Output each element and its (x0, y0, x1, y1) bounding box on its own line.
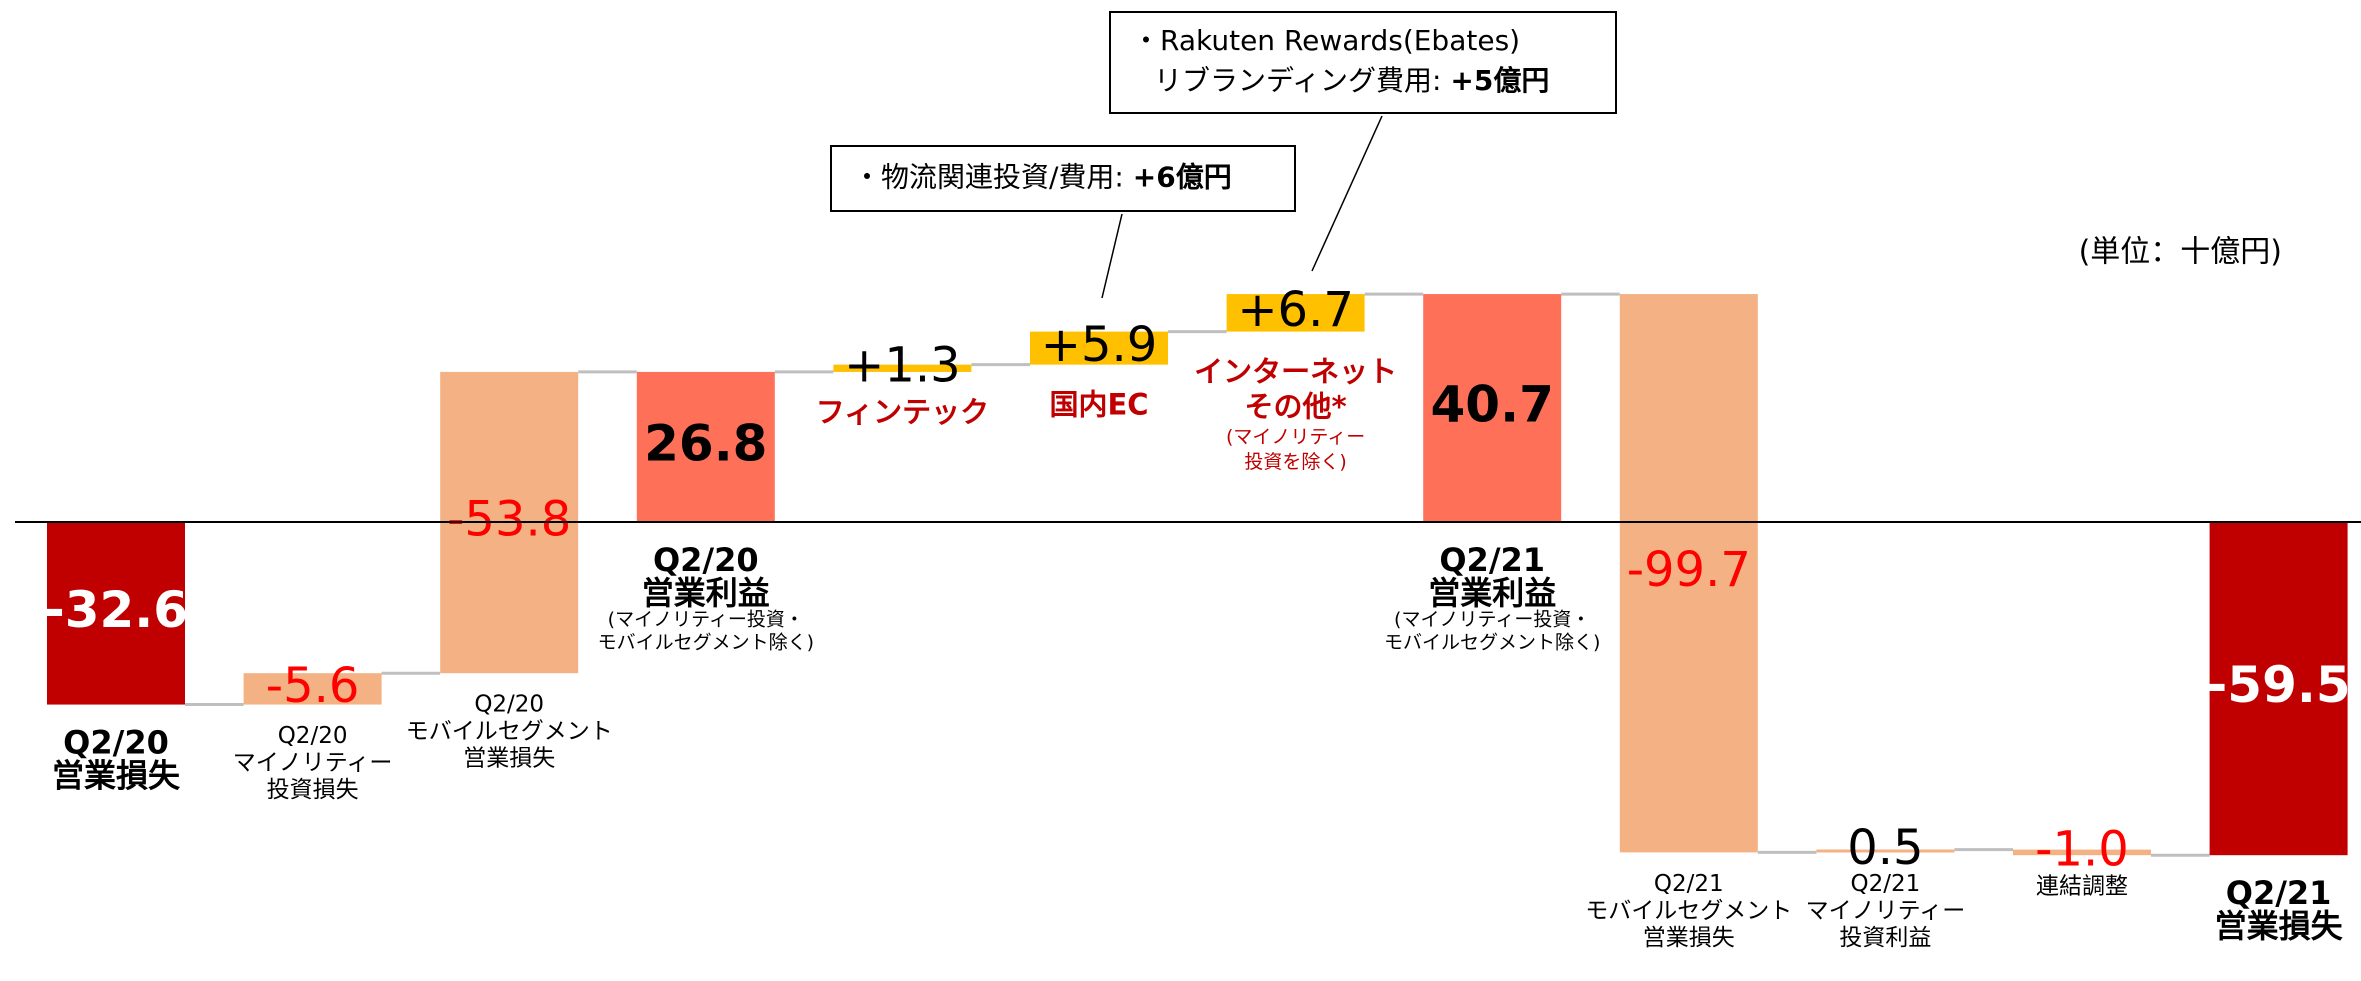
category-note: (マイノリティー投資・ (608, 609, 804, 631)
category-label: 営業損失 (1643, 925, 1735, 951)
bar (47, 522, 185, 705)
annotation-text: リブランディング費用: +5億円 (1154, 64, 1549, 97)
value-label: -59.5 (2207, 656, 2351, 714)
value-label: +1.3 (844, 337, 961, 393)
annotation-text: ・Rakuten Rewards(Ebates) (1132, 24, 1520, 57)
annotation-line: リブランディング費用: (1154, 64, 1450, 97)
annotation-line: ・Rakuten Rewards(Ebates) (1132, 24, 1520, 57)
annotation-emphasis: +5億円 (1450, 64, 1549, 97)
value-label: -53.8 (447, 492, 571, 548)
category-label: Q2/20 (278, 723, 348, 749)
category-label: 営業利益 (1428, 574, 1556, 612)
bar (1619, 294, 1758, 853)
category-label: Q2/20 (63, 724, 169, 762)
category-label: 投資損失 (267, 777, 359, 803)
value-label: +6.7 (1237, 282, 1354, 338)
category-label: Q2/21 (1439, 541, 1545, 579)
category-label: モバイルセグメント (1585, 898, 1792, 924)
category-label: 営業利益 (642, 574, 770, 612)
value-label: -5.6 (266, 658, 360, 714)
category-label: マイノリティー (1806, 898, 1966, 924)
category-note: モバイルセグメント除く) (1384, 632, 1600, 654)
category-label: 営業損失 (463, 746, 555, 772)
value-label: 26.8 (644, 414, 767, 472)
bar (2013, 849, 2151, 856)
bar (1423, 294, 1562, 522)
annotation-box (1109, 11, 1617, 114)
category-note: モバイルセグメント除く) (598, 632, 814, 654)
bar (1226, 294, 1365, 332)
category-note: 投資を除く) (1244, 451, 1346, 473)
category-label: Q2/21 (2226, 874, 2332, 912)
bar (636, 371, 775, 522)
annotation-text: ・物流関連投資/費用: +6億円 (853, 161, 1232, 194)
category-label: Q2/21 (1654, 871, 1724, 897)
annotation-leader (1101, 213, 1123, 299)
bar (2209, 522, 2348, 856)
category-label: 営業損失 (2215, 907, 2344, 945)
category-label: その他* (1245, 390, 1347, 424)
bar (243, 673, 382, 705)
value-label: 40.7 (1431, 376, 1554, 434)
category-label: Q2/21 (1851, 871, 1921, 897)
annotation-box (830, 145, 1296, 212)
category-label: モバイルセグメント (406, 719, 613, 745)
category-note: (マイノリティー投資・ (1394, 609, 1590, 631)
category-note: (マイノリティー (1226, 426, 1365, 448)
bar (1816, 849, 1955, 853)
bar (833, 364, 972, 372)
value-label: +5.9 (1041, 317, 1158, 373)
annotation-leader (1311, 115, 1383, 272)
category-label: Q2/20 (653, 541, 759, 579)
value-label: -1.0 (2035, 821, 2129, 877)
category-label: 投資利益 (1839, 925, 1931, 951)
bar (1030, 331, 1168, 365)
value-label: 0.5 (1847, 820, 1923, 876)
unit-label: (単位：十億円) (2079, 235, 2282, 270)
annotation-line: ・物流関連投資/費用: (853, 161, 1133, 194)
value-label: -32.6 (44, 581, 188, 639)
value-label: -99.7 (1627, 542, 1751, 598)
category-label: フィンテック (816, 395, 989, 429)
category-label: 国内EC (1049, 388, 1148, 422)
annotation-emphasis: +6億円 (1133, 161, 1232, 194)
category-label: 営業損失 (52, 757, 181, 795)
category-label: マイノリティー (233, 750, 393, 776)
category-label: インターネット (1194, 355, 1397, 389)
category-label: 連結調整 (2036, 874, 2128, 900)
category-label: Q2/20 (474, 692, 544, 718)
